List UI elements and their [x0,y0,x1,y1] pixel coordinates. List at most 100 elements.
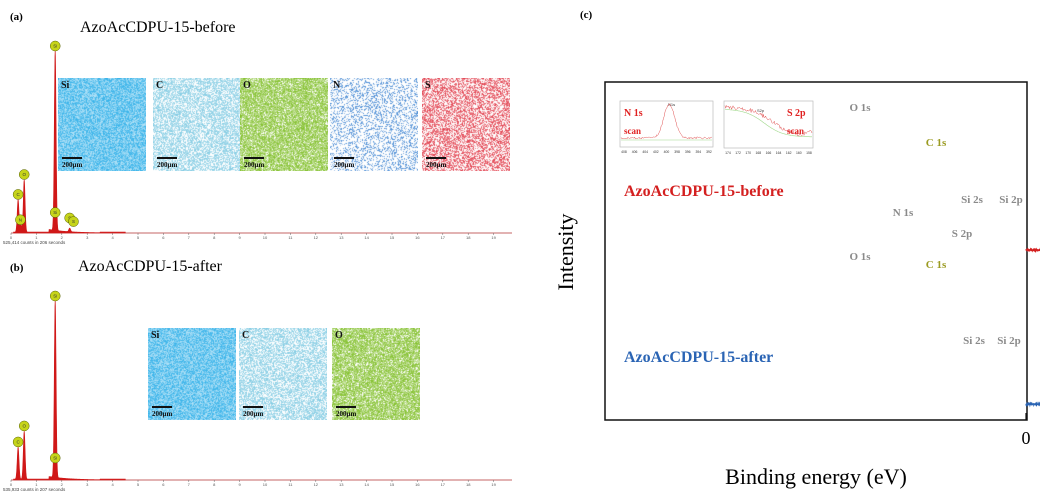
inset-background-fit [725,109,812,138]
eds-x-tick-label: 15 [390,235,395,240]
inset-x-tick-label: 406 [632,150,638,154]
scale-bar-label: 200μm [244,161,265,169]
eds-x-tick-label: 8 [213,235,216,240]
eds-x-tick-label: 16 [415,235,420,240]
eds-x-tick-label: 14 [364,482,369,487]
eds-peak-marker-label: Si [53,44,57,49]
inset-x-tick-label: 402 [653,150,659,154]
eds-x-tick-label: 17 [441,482,446,487]
xps-peak-label: Si 2s [961,194,983,206]
eds-x-tick-label: 1 [35,482,38,487]
eds-x-tick-label: 11 [288,482,293,487]
eds-x-tick-label: 5 [137,235,140,240]
eds-x-tick-label: 13 [339,235,344,240]
element-map-c: C 200μm [239,328,327,420]
eds-x-tick-label: 10 [263,482,268,487]
eds-peak-marker [68,216,79,227]
eds-peak-marker [12,436,24,448]
eds-x-tick-label: 1 [35,235,38,240]
eds-peak-marker-label: C [16,192,20,197]
eds-x-tick-label: 9 [238,235,241,240]
inset-s2p-frame [723,100,814,149]
inset-s2p-title: S 2p [787,108,806,119]
element-map-c: C 200μm [153,78,241,171]
element-map-image [330,78,418,171]
eds-x-tick-label: 7 [188,482,191,487]
eds-spectrum [13,299,126,481]
scale-bar-label: 200μm [336,410,357,418]
inset-s2p-scan: S 2p scan S2p 174 172 170 168 166 164 162 160 15… [723,100,814,155]
xps-trace-before [1025,247,1040,254]
eds-peak-marker [18,169,30,180]
scale-bar-label: 200μm [152,410,173,418]
eds-x-tick-label: 2 [61,482,64,487]
eds-peak-marker [12,189,24,200]
eds-peak-marker-label: Si [53,455,57,460]
inset-scan-trace [620,103,713,140]
scale-bar-label: 200μm [243,410,264,418]
inset-n1s-scan: N 1s scan N1s 408 406 404 402 400 398 396 394 39… [619,100,714,154]
eds-x-tick-label: 18 [466,235,471,240]
element-map-si: Si 200μm [58,78,146,171]
eds-peak-marker-label: S [72,219,75,224]
element-map-image [148,328,236,420]
xps-peak-label: C 1s [926,259,947,271]
eds-x-tick-label: 19 [491,235,496,240]
inset-x-tick-label: 168 [756,151,762,155]
inset-n1s-subtitle: scan [624,126,641,136]
element-map-image [332,328,420,420]
inset-x-tick-label: 160 [796,151,802,155]
xps-x-tick-label: 0 [1022,428,1031,448]
scale-bar-label: 200μm [62,161,83,169]
eds-x-tick-label: 4 [111,235,114,240]
inset-x-tick-label: 162 [786,151,792,155]
eds-x-tick-label: 3 [86,235,89,240]
inset-x-tick-label: 400 [664,150,670,154]
eds-x-tick-label: 13 [339,482,344,487]
xps-x-axis-label: Binding energy (eV) [725,464,907,489]
eds-x-tick-label: 19 [491,482,496,487]
element-map-image [153,78,241,171]
eds-x-tick-label: 14 [364,235,369,240]
eds-x-tick-label: 2 [61,235,64,240]
inset-x-tick-label: 172 [735,151,741,155]
eds-x-tick-label: 9 [238,482,241,487]
inset-x-tick-label: 164 [776,151,782,155]
eds-peak-marker [49,290,61,302]
inset-x-tick-label: 158 [806,151,812,155]
element-map-s: S 200μm [422,78,510,171]
eds-peak-marker [49,207,61,218]
inset-x-tick-label: 392 [706,150,712,154]
inset-x-tick-label: 404 [642,150,648,154]
eds-spectrum [13,49,126,234]
scale-bar [243,406,263,408]
inset-x-tick-label: 398 [674,150,680,154]
eds-x-tick-label: 5 [137,482,140,487]
xps-peak-label: Si 2s [963,335,985,347]
eds-x-tick-label: 8 [213,482,216,487]
element-map-image [239,328,327,420]
element-map-label: S [425,80,431,91]
eds-x-tick-label: 18 [466,482,471,487]
inset-x-tick-label: 408 [621,150,627,154]
panel-b-title: AzoAcCDPU-15-after [78,258,223,275]
element-map-label: O [335,330,343,341]
element-map-label: Si [61,80,70,91]
eds-peak-marker [49,452,61,464]
panel-c-label: (c) [580,9,593,21]
eds-x-tick-label: 0 [10,235,13,240]
eds-x-tick-label: 15 [390,482,395,487]
element-map-label: O [243,80,251,91]
element-map-label: N [333,80,341,91]
inset-x-tick-label: 166 [766,151,772,155]
scale-bar [157,157,177,159]
eds-x-tick-label: 4 [111,482,114,487]
scale-bar [244,157,264,159]
eds-x-tick-label: 7 [188,235,191,240]
element-map-image [422,78,510,171]
element-map-image [240,78,328,171]
element-map-label: C [156,80,164,91]
scale-bar-label: 200μm [157,161,178,169]
